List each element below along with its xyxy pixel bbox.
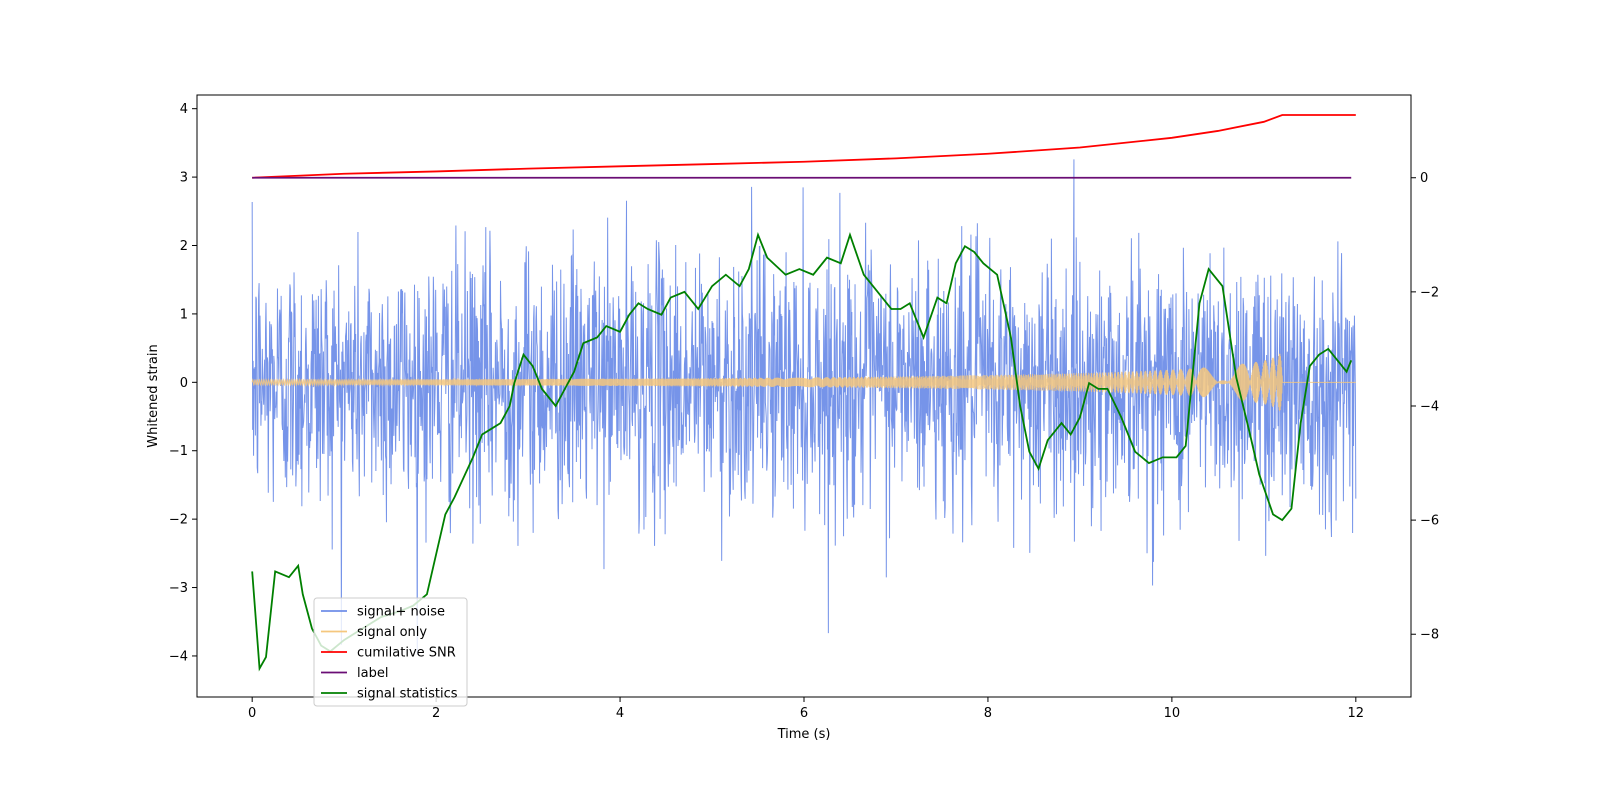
x-tick-label: 4 [616,706,624,721]
y2-tick-label: 0 [1420,171,1428,186]
y-tick-label: −1 [169,444,188,459]
x-tick-label: 2 [432,706,440,721]
legend-label: cumilative SNR [357,646,456,661]
y-axis-label: Whitened strain [146,344,161,447]
x-tick-label: 12 [1348,706,1365,721]
y-tick-label: −3 [169,581,188,596]
legend-box [313,597,468,707]
legend-label: label [357,666,388,681]
y-tick-label: 1 [180,307,188,322]
x-axis-label: Time (s) [777,727,831,742]
series-signal-only [251,353,1356,412]
legend-label: signal statistics [357,687,458,702]
x-tick-label: 0 [248,706,256,721]
x-tick-label: 10 [1164,706,1181,721]
series-cumilative-snr [252,114,1356,179]
y-tick-label: 0 [180,376,188,391]
y2-tick-label: −2 [1420,285,1439,300]
y-tick-label: −4 [169,649,188,664]
legend-label: signal+ noise [357,605,445,620]
y2-tick-label: −8 [1420,628,1439,643]
y2-tick-label: −6 [1420,514,1439,529]
y-tick-label: 2 [180,239,188,254]
legend: signal+ noise signal only cumilative SNR la… [313,597,468,707]
y2-tick-label: −4 [1420,399,1439,414]
y-tick-label: 4 [180,102,188,117]
y-tick-label: −2 [169,513,188,528]
line-series-layer [251,114,1356,672]
x-tick-label: 6 [800,706,808,721]
noise-series-layer [251,159,1357,655]
signal-series-layer [251,353,1356,412]
y-axis-right: −8 −6 −4 −2 0 [1411,171,1439,643]
y-axis-left: −4 −3 −2 −1 0 1 2 3 4 [169,102,197,664]
x-tick-label: 8 [984,706,992,721]
legend-label: signal only [357,625,427,640]
series-signal-plus-noise [251,159,1357,655]
y-tick-label: 3 [180,171,188,186]
x-axis: 0 2 4 6 8 10 12 [248,697,1364,721]
series-signal-statistics [251,231,1353,672]
